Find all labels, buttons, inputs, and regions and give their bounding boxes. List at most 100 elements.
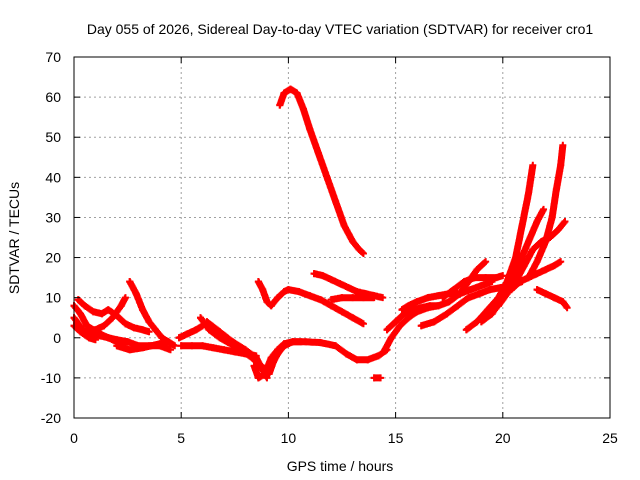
data-point <box>381 346 389 354</box>
data-point <box>220 346 228 354</box>
data-point <box>529 161 537 169</box>
series-arc-e <box>91 294 129 334</box>
data-point <box>349 294 357 302</box>
data-point <box>280 89 288 97</box>
data-point <box>355 246 363 254</box>
data-point <box>467 286 475 294</box>
series-arc-t <box>383 302 442 334</box>
data-point <box>424 294 432 302</box>
data-point <box>417 304 425 312</box>
data-point <box>359 294 367 302</box>
series-arc-o <box>276 85 367 258</box>
data-point <box>340 221 348 229</box>
data-point <box>332 197 340 205</box>
y-axis-label: SDTVAR / TECUs <box>6 182 22 294</box>
series-arc-f <box>126 278 179 350</box>
data-point <box>559 141 567 149</box>
data-point <box>100 322 108 330</box>
y-tick-label: 60 <box>45 89 61 105</box>
data-point <box>484 306 492 314</box>
y-tick-label: 70 <box>45 49 61 65</box>
data-point <box>295 288 303 296</box>
y-tick-label: 0 <box>53 330 61 346</box>
data-point <box>495 302 503 310</box>
data-point <box>434 302 442 310</box>
data-point <box>353 356 361 364</box>
series-arc-w <box>439 272 507 302</box>
data-point <box>319 272 327 280</box>
data-point <box>443 310 451 318</box>
data-point <box>306 125 314 133</box>
data-point <box>209 344 217 352</box>
data-point <box>563 304 571 312</box>
series-arc-n <box>254 278 367 328</box>
data-point <box>91 326 99 334</box>
data-point <box>242 346 250 354</box>
data-point <box>126 278 134 286</box>
data-point <box>475 290 483 298</box>
series-arc-ac <box>533 286 571 312</box>
data-point <box>327 296 335 304</box>
data-point <box>289 338 297 346</box>
data-point <box>184 330 192 338</box>
data-point <box>196 314 204 322</box>
series-arc-x <box>462 161 537 334</box>
series-arc-g <box>113 338 172 354</box>
data-point <box>124 338 132 346</box>
data-point <box>156 340 164 348</box>
data-point <box>542 290 550 298</box>
data-point <box>533 286 541 294</box>
data-point <box>507 286 515 294</box>
series-arc-ab <box>525 141 567 282</box>
data-point <box>426 302 434 310</box>
axis-ticks: 0 5 10 15 20 25 -20 -10 0 10 20 30 40 50 60 70 <box>41 49 618 446</box>
data-point <box>121 294 129 302</box>
data-point <box>525 238 533 246</box>
data-point <box>364 356 372 364</box>
series-arc-m <box>265 338 305 378</box>
data-point <box>113 342 121 350</box>
data-point <box>85 334 93 342</box>
data-point <box>430 318 438 326</box>
data-point <box>477 318 485 326</box>
y-tick-label: -10 <box>41 370 61 386</box>
data-point <box>192 326 200 334</box>
data-point <box>323 173 331 181</box>
data-point <box>327 276 335 284</box>
series-arc-i <box>175 322 207 342</box>
data-point <box>299 105 307 113</box>
x-axis-label: GPS time / hours <box>287 458 394 474</box>
y-tick-label: 50 <box>45 129 61 145</box>
data-point <box>229 338 237 346</box>
data-point <box>91 336 99 344</box>
data-point <box>542 238 550 246</box>
data-point <box>171 342 179 350</box>
data-point <box>503 290 511 298</box>
data-point <box>269 358 277 366</box>
data-point <box>533 217 541 225</box>
series-arc-r <box>370 374 385 382</box>
x-tick-label: 5 <box>177 430 185 446</box>
data-point <box>561 217 569 225</box>
series-trace <box>276 85 366 256</box>
data-point <box>317 339 325 347</box>
data-point <box>166 346 174 354</box>
y-tick-label: 40 <box>45 169 61 185</box>
data-point <box>280 288 288 296</box>
data-point <box>310 270 318 278</box>
data-point <box>297 338 305 346</box>
y-tick-label: 10 <box>45 290 61 306</box>
data-point <box>392 318 400 326</box>
data-point <box>199 342 207 350</box>
data-point <box>533 270 541 278</box>
data-point <box>98 310 106 318</box>
data-point <box>349 238 357 246</box>
data-point <box>121 320 129 328</box>
data-point <box>293 89 301 97</box>
data-point <box>287 85 295 93</box>
data-point <box>559 298 567 306</box>
data-point <box>250 362 258 370</box>
data-point <box>488 310 496 318</box>
y-tick-label: 30 <box>45 209 61 225</box>
